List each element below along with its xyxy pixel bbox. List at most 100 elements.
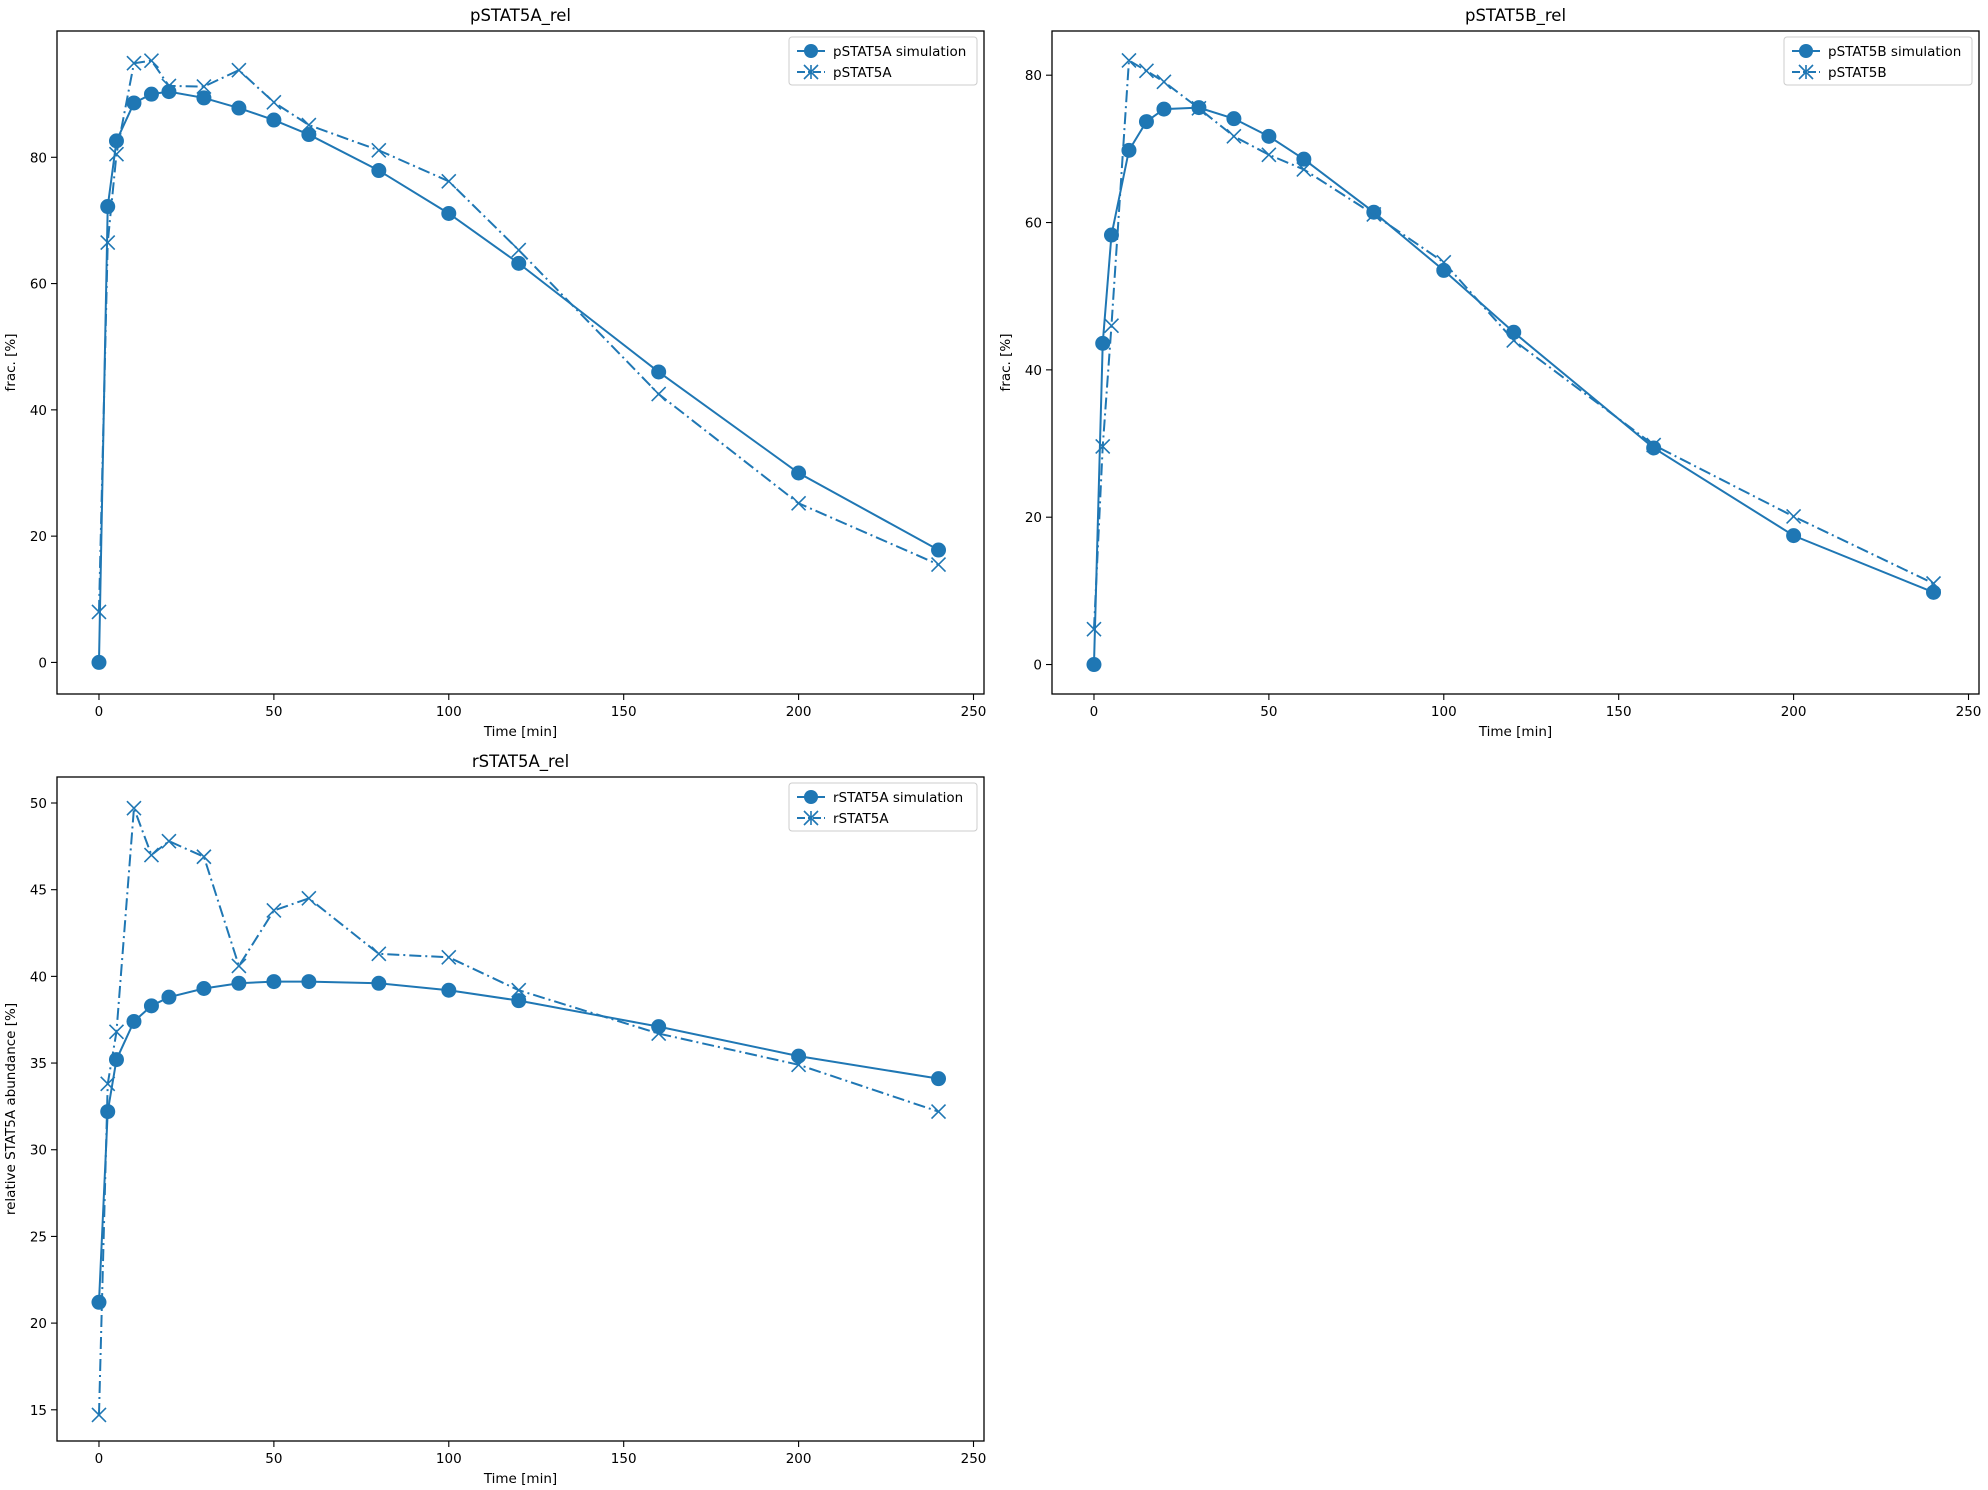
- y-tick-label: 60: [1025, 216, 1042, 232]
- legend-marker: [804, 790, 818, 804]
- data-point: [1296, 161, 1312, 178]
- data-point: [1506, 332, 1522, 348]
- data-point: [930, 1104, 947, 1120]
- data-point: [931, 1071, 947, 1087]
- x-tick-label: 100: [436, 704, 462, 720]
- data-point: [441, 982, 457, 998]
- axes-frame: [1051, 30, 1980, 695]
- data-point: [1436, 254, 1452, 270]
- legend-label: rSTAT5A simulation: [833, 790, 963, 806]
- y-tick-label: 15: [30, 1403, 47, 1419]
- series-simulation: [91, 84, 947, 670]
- data-point: [126, 95, 142, 111]
- x-tick-label: 50: [265, 1451, 282, 1467]
- data-point: [231, 975, 247, 991]
- data-point: [100, 199, 116, 215]
- series-measurement: [91, 53, 947, 620]
- x-tick-label: 100: [436, 1451, 462, 1467]
- y-tick-label: 60: [30, 277, 47, 293]
- x-axis-label: Time [min]: [483, 724, 557, 740]
- series-line: [1092, 106, 1934, 665]
- x-tick-label: 200: [786, 704, 812, 720]
- series-line: [97, 90, 940, 663]
- y-tick-label: 30: [30, 1143, 47, 1159]
- data-point: [931, 542, 947, 558]
- x-tick-label: 250: [961, 1451, 987, 1467]
- y-tick-label: 45: [30, 883, 47, 899]
- data-point: [371, 975, 387, 991]
- data-point: [1926, 584, 1942, 600]
- y-tick-label: 0: [38, 655, 47, 671]
- x-tick-label: 0: [95, 1451, 104, 1467]
- data-point: [1121, 142, 1137, 158]
- data-point: [1156, 74, 1172, 90]
- chart-title: pSTAT5A_rel: [470, 6, 571, 26]
- data-point: [1366, 206, 1382, 222]
- data-point: [1506, 324, 1522, 340]
- y-tick-label: 25: [30, 1229, 47, 1245]
- data-point: [143, 53, 160, 69]
- legend-label: pSTAT5A: [833, 65, 892, 81]
- x-tick-label: 150: [611, 704, 637, 720]
- x-tick-label: 150: [611, 1451, 637, 1467]
- data-point: [791, 1057, 807, 1073]
- data-point: [1226, 111, 1242, 127]
- data-point: [108, 146, 125, 162]
- legend-marker: [804, 44, 818, 58]
- data-point: [1786, 528, 1802, 544]
- legend-marker: [1799, 44, 1813, 58]
- y-tick-label: 40: [1025, 363, 1042, 379]
- data-point: [791, 1048, 807, 1064]
- data-point: [301, 117, 317, 133]
- data-point: [1296, 151, 1312, 167]
- data-point: [651, 386, 667, 402]
- y-tick-label: 80: [30, 150, 47, 166]
- data-point: [196, 981, 212, 997]
- series-line: [1092, 58, 1934, 630]
- x-tick-label: 250: [961, 704, 987, 720]
- data-point: [266, 902, 282, 919]
- data-point: [1121, 52, 1137, 69]
- data-point: [143, 86, 159, 102]
- data-point: [108, 1024, 125, 1040]
- legend-label: rSTAT5A: [833, 811, 889, 827]
- legend-marker: [803, 810, 819, 826]
- data-point: [196, 849, 212, 865]
- data-point: [301, 890, 317, 906]
- series-simulation: [1086, 100, 1942, 673]
- data-point: [1138, 63, 1155, 79]
- data-point: [231, 958, 247, 974]
- data-point: [1138, 114, 1154, 130]
- legend-marker: [803, 64, 819, 80]
- x-tick-label: 100: [1431, 704, 1457, 720]
- axes-frame: [56, 30, 985, 695]
- data-point: [100, 234, 116, 251]
- x-tick-label: 150: [1606, 704, 1632, 720]
- data-point: [126, 55, 142, 71]
- data-point: [301, 974, 317, 990]
- data-point: [1646, 437, 1662, 453]
- x-tick-label: 50: [1260, 704, 1277, 720]
- data-point: [651, 364, 667, 380]
- data-point: [1646, 440, 1662, 456]
- series-line: [97, 980, 939, 1303]
- legend: pSTAT5A simulation pSTAT5A: [788, 36, 978, 86]
- legend-label: pSTAT5B: [1828, 65, 1887, 81]
- y-tick-label: 20: [30, 1316, 47, 1332]
- data-point: [266, 974, 282, 990]
- data-point: [1095, 335, 1111, 351]
- y-tick-label: 50: [30, 796, 47, 812]
- data-point: [91, 1407, 107, 1423]
- y-tick-label: 0: [1033, 658, 1042, 674]
- data-point: [100, 1076, 116, 1092]
- data-point: [1095, 438, 1111, 455]
- chart-title: pSTAT5B_rel: [1465, 6, 1566, 26]
- data-point: [1436, 262, 1452, 278]
- data-point: [196, 79, 212, 95]
- data-point: [143, 847, 160, 863]
- data-point: [441, 205, 457, 221]
- data-point: [143, 998, 159, 1014]
- y-axis-label: frac. [%]: [3, 334, 19, 392]
- x-tick-label: 50: [265, 704, 282, 720]
